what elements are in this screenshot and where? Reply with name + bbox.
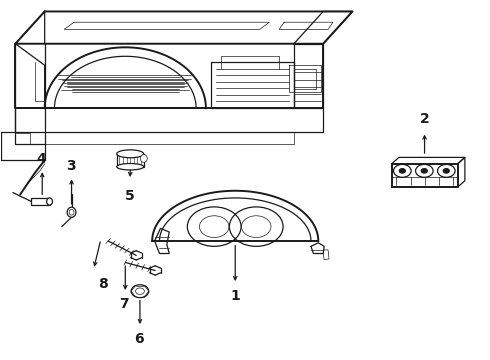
Text: 2: 2 xyxy=(420,112,429,126)
Circle shape xyxy=(443,169,449,173)
Ellipse shape xyxy=(117,150,144,158)
Circle shape xyxy=(399,169,405,173)
Ellipse shape xyxy=(141,154,147,162)
Ellipse shape xyxy=(47,198,52,205)
Bar xyxy=(117,154,144,167)
Ellipse shape xyxy=(69,210,74,215)
Text: 4: 4 xyxy=(36,152,46,166)
Ellipse shape xyxy=(67,207,76,217)
Text: 8: 8 xyxy=(98,277,108,291)
Text: 5: 5 xyxy=(125,189,135,203)
Ellipse shape xyxy=(117,163,144,170)
Text: 6: 6 xyxy=(134,332,144,346)
Text: 3: 3 xyxy=(66,159,75,173)
Text: 7: 7 xyxy=(120,297,129,311)
Circle shape xyxy=(421,169,427,173)
Text: 1: 1 xyxy=(230,289,240,303)
